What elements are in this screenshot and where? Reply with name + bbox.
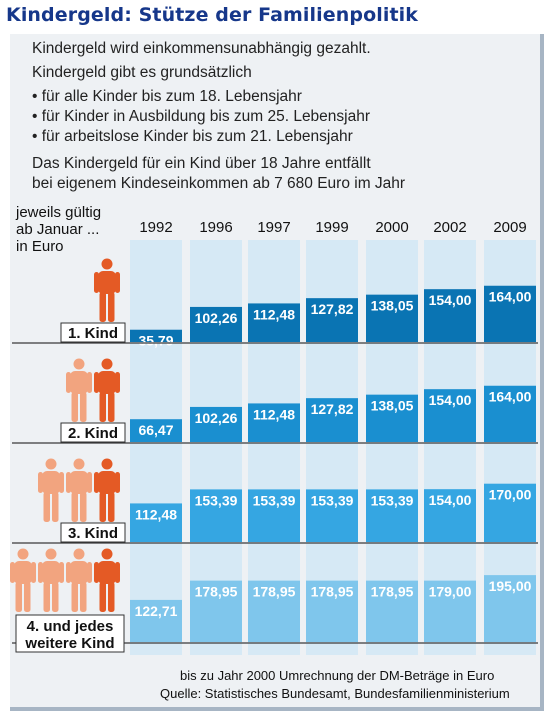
unit-note-3: in Euro	[16, 238, 64, 255]
bar	[366, 394, 418, 442]
child-figure-icon	[94, 358, 120, 422]
bar	[130, 419, 182, 442]
bar-value-label: 66,47	[138, 422, 173, 438]
bar	[424, 580, 476, 642]
child-figure-icon	[66, 458, 92, 522]
row-label: 2. Kind	[68, 425, 118, 442]
bar-value-label: 127,82	[311, 401, 354, 417]
source-note: Quelle: Statistisches Bundesamt, Bundesf…	[160, 686, 510, 701]
bar	[484, 385, 536, 442]
bar-value-label: 164,00	[489, 389, 532, 405]
bar	[190, 406, 242, 442]
child-figure-icon	[10, 548, 36, 612]
bullet-3: • für arbeitslose Kinder bis zum 21. Leb…	[32, 128, 353, 145]
bar-value-label: 154,00	[429, 492, 472, 508]
footer-note: bis zu Jahr 2000 Umrechnung der DM-Beträ…	[180, 668, 495, 683]
bar	[306, 489, 358, 542]
child-figure-icon	[38, 458, 64, 522]
bullet-2: • für Kinder in Ausbildung bis zum 25. L…	[32, 108, 371, 125]
bar-value-label: 164,00	[489, 289, 532, 305]
bar	[424, 289, 476, 342]
intro-line-1: Kindergeld wird einkommensunabhängig gez…	[32, 40, 371, 57]
bar	[248, 303, 300, 342]
child-figure-icon	[94, 458, 120, 522]
bar-value-label: 179,00	[429, 584, 472, 600]
intro-line-2: Kindergeld gibt es grundsätzlich	[32, 64, 252, 81]
bar	[306, 298, 358, 342]
bar-value-label: 170,00	[489, 487, 532, 503]
bar-value-label: 102,26	[195, 310, 238, 326]
bar-value-label: 35,79	[138, 333, 173, 349]
year-label: 2000	[375, 219, 408, 236]
bar-value-label: 154,00	[429, 292, 472, 308]
column-background	[130, 240, 182, 655]
bar-value-label: 153,39	[311, 492, 354, 508]
bar-value-label: 127,82	[311, 301, 354, 317]
bar	[366, 489, 418, 542]
bar	[190, 489, 242, 542]
bar-value-label: 153,39	[253, 492, 296, 508]
child-figure-icon	[38, 548, 64, 612]
row-label-box	[60, 322, 126, 343]
bar-value-label: 178,95	[195, 584, 238, 600]
bar-value-label: 112,48	[135, 506, 177, 522]
row-label-box	[60, 522, 126, 543]
row-label-line: 4. und jedes	[27, 618, 114, 635]
bar-value-label: 112,48	[253, 406, 295, 422]
bar	[130, 503, 182, 542]
year-label: 2009	[493, 219, 526, 236]
bar-value-label: 112,48	[253, 306, 295, 322]
bar-value-label: 195,00	[489, 578, 532, 594]
child-figure-icon	[94, 548, 120, 612]
bar-value-label: 122,71	[135, 603, 178, 619]
bar-value-label: 102,26	[195, 410, 238, 426]
bar-value-label: 153,39	[195, 492, 238, 508]
note-line-2: bei eigenem Kindeseinkommen ab 7 680 Eur…	[32, 175, 406, 192]
bar-value-label: 178,95	[311, 584, 354, 600]
bar	[248, 489, 300, 542]
bar-value-label: 153,39	[371, 492, 414, 508]
bar	[190, 580, 242, 642]
bar	[484, 483, 536, 542]
child-figure-icon	[94, 258, 120, 322]
bar-value-label: 138,05	[371, 298, 414, 314]
bar	[366, 580, 418, 642]
year-label: 2002	[433, 219, 466, 236]
bar	[190, 306, 242, 342]
bar-value-label: 154,00	[429, 392, 472, 408]
row-label: 1. Kind	[68, 325, 118, 342]
child-figure-icon	[66, 358, 92, 422]
page-title: Kindergeld: Stütze der Familienpolitik	[6, 4, 418, 26]
year-label: 1992	[139, 219, 172, 236]
row-label-box	[60, 422, 126, 443]
year-label: 1997	[257, 219, 290, 236]
bar	[484, 285, 536, 342]
bar	[130, 599, 182, 642]
year-label: 1996	[199, 219, 232, 236]
bar	[248, 580, 300, 642]
row-label-box	[15, 614, 125, 653]
note-line-1: Das Kindergeld für ein Kind über 18 Jahr…	[32, 155, 371, 172]
bar-value-label: 178,95	[253, 584, 296, 600]
child-figure-icon	[66, 548, 92, 612]
row-label-line: weitere Kind	[24, 635, 114, 652]
bullet-1: • für alle Kinder bis zum 18. Lebensjahr	[32, 88, 302, 105]
row-label: 3. Kind	[68, 525, 118, 542]
year-label: 1999	[315, 219, 348, 236]
bar	[424, 389, 476, 442]
unit-note-1: jeweils gültig	[16, 204, 102, 221]
bar-value-label: 178,95	[371, 584, 414, 600]
bar	[424, 489, 476, 542]
unit-note-2: ab Januar ...	[16, 221, 100, 238]
bar	[366, 294, 418, 342]
bar	[306, 580, 358, 642]
bar	[130, 329, 182, 342]
bar	[306, 398, 358, 442]
bar	[248, 403, 300, 442]
bar	[484, 575, 536, 642]
bar-value-label: 138,05	[371, 398, 414, 414]
